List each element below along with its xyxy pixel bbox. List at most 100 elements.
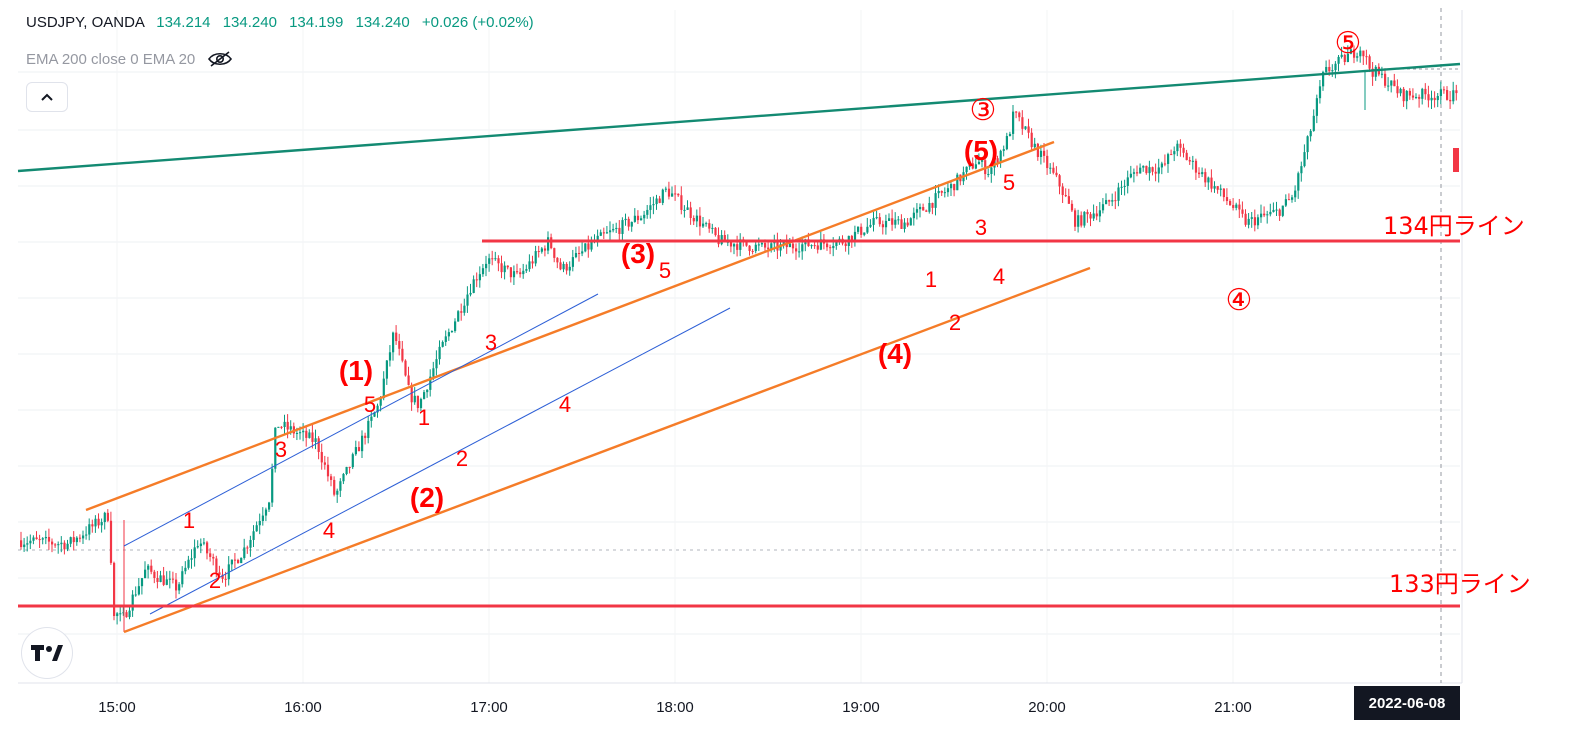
candle-body	[47, 536, 51, 542]
candle-body	[1015, 111, 1018, 113]
candle-body	[711, 227, 714, 229]
collapse-legend-button[interactable]	[26, 82, 68, 112]
candle-body	[516, 271, 519, 273]
candle-body	[1427, 94, 1430, 101]
candle-body	[813, 245, 816, 247]
x-tick-label: 15:00	[98, 699, 136, 716]
candle-body	[1018, 112, 1021, 118]
candle-body	[1244, 213, 1247, 225]
candle-body	[249, 539, 252, 548]
candle-body	[643, 214, 646, 219]
candle-body	[233, 559, 237, 561]
candle-body	[770, 243, 773, 250]
inner-channel-upper	[123, 293, 599, 547]
candle-body	[1136, 172, 1139, 174]
candle-body	[571, 257, 574, 267]
candle-body	[881, 224, 884, 228]
drawings	[17, 62, 1461, 634]
candle-body	[156, 577, 159, 582]
x-tick-label: 21:00	[1214, 699, 1252, 716]
candle-body	[832, 245, 835, 249]
candle-body	[97, 518, 100, 526]
tradingview-logo[interactable]	[22, 628, 72, 678]
candle-body	[109, 520, 113, 563]
candle-body	[75, 537, 78, 543]
candle-body	[1297, 173, 1300, 191]
candle-body	[1126, 177, 1129, 186]
candle-body	[1198, 172, 1201, 175]
wave-label: ⑤	[1335, 26, 1362, 61]
candle-body	[562, 263, 565, 270]
candle-body	[1043, 150, 1046, 156]
candle-body	[590, 241, 593, 250]
candle-body	[181, 571, 184, 585]
candle-body	[1142, 165, 1145, 168]
candle-body	[850, 235, 853, 242]
candle-body	[739, 239, 742, 250]
candle-body	[237, 560, 240, 564]
candle-body	[540, 248, 543, 252]
candle-body	[206, 542, 209, 554]
candle-body	[435, 359, 438, 369]
candle-body	[271, 468, 274, 503]
candle-body	[1160, 163, 1163, 168]
candle-body	[1201, 172, 1204, 175]
candle-body	[1027, 126, 1030, 133]
candle-body	[1424, 88, 1427, 95]
indicator-label[interactable]: EMA 200 close 0 EMA 20	[26, 50, 196, 68]
candle-body	[367, 420, 370, 438]
candle-body	[100, 522, 103, 526]
candle-body	[441, 341, 444, 347]
candle-body	[137, 586, 140, 595]
candle-body	[199, 543, 202, 547]
candle-body	[627, 218, 630, 227]
indicator-legend[interactable]: EMA 200 close 0 EMA 20	[26, 50, 233, 68]
candle-body	[909, 218, 912, 226]
candle-body	[63, 542, 66, 550]
candle-body	[519, 272, 522, 275]
candle-body	[550, 237, 553, 249]
candle-body	[1101, 204, 1105, 211]
candle-body	[702, 223, 705, 227]
candle-body	[342, 474, 345, 482]
candle-body	[361, 435, 364, 452]
candle-body	[190, 558, 193, 560]
candle-body	[376, 405, 379, 413]
candle-body	[336, 490, 339, 495]
eye-crossed-icon[interactable]	[207, 50, 233, 68]
candle-body	[878, 217, 881, 225]
candle-body	[602, 232, 605, 234]
candle-body	[1095, 213, 1098, 217]
candle-body	[754, 244, 757, 252]
candle-body	[125, 612, 128, 618]
candle-body	[965, 166, 968, 173]
candle-body	[388, 352, 392, 361]
candle-body	[640, 218, 643, 221]
candle-body	[168, 578, 171, 580]
wave-label: 4	[323, 518, 335, 543]
candle-body	[556, 257, 559, 263]
candle-body	[568, 266, 571, 271]
candle-body	[612, 228, 615, 231]
candle-body	[94, 518, 97, 527]
candle-body	[1387, 85, 1390, 87]
candle-body	[888, 218, 891, 221]
candle-body	[444, 336, 447, 342]
candle-body	[1154, 171, 1157, 174]
candle-body	[357, 447, 361, 452]
candle-body	[280, 426, 283, 428]
candle-body	[1436, 96, 1439, 101]
wave-label: (5)	[964, 135, 998, 166]
candle-body	[940, 191, 943, 193]
candle-body	[44, 536, 47, 539]
candle-body	[264, 509, 268, 516]
candle-body	[981, 160, 984, 162]
candle-body	[41, 538, 44, 540]
candle-body	[677, 193, 680, 196]
candle-body	[1021, 117, 1024, 129]
candle-body	[395, 332, 398, 342]
candle-body	[1185, 152, 1188, 161]
candle-body	[1405, 90, 1408, 102]
